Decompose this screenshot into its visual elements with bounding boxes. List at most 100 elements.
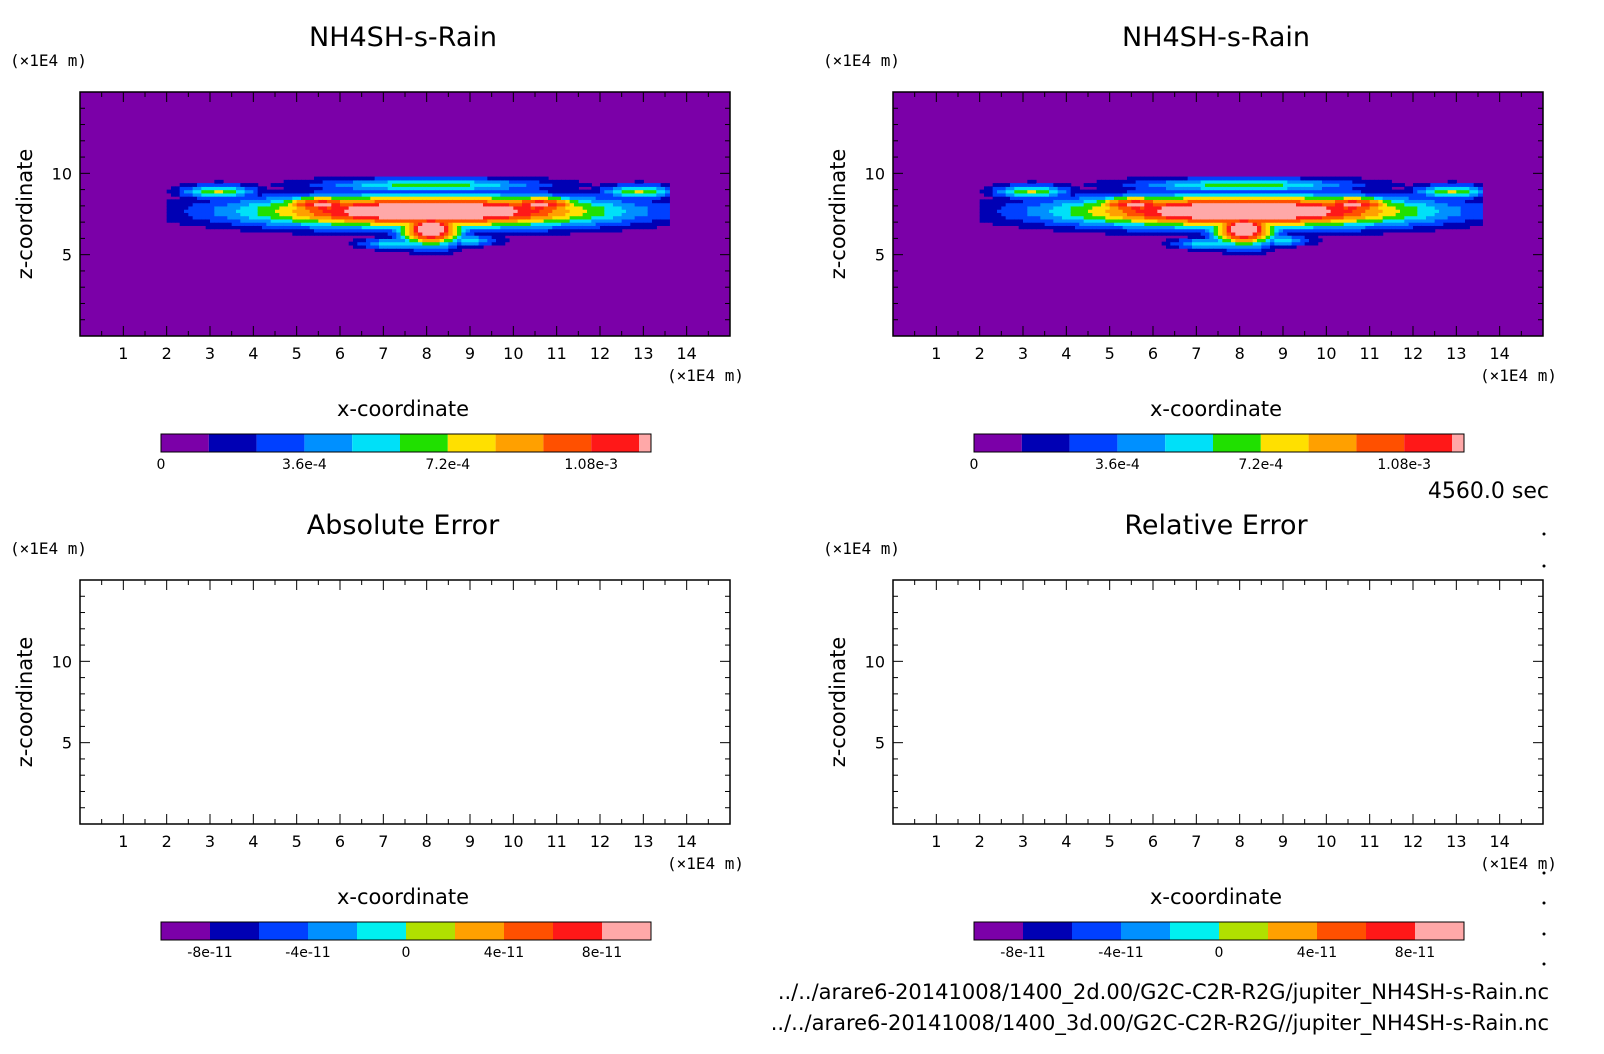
heatmap-cell [587, 228, 592, 233]
heatmap-cell [634, 212, 640, 217]
heatmap-cell [652, 196, 657, 200]
heatmap-cell [357, 192, 363, 197]
heatmap-cell [600, 196, 605, 200]
heatmap-cell [439, 205, 445, 210]
heatmap-cell [1235, 225, 1241, 230]
heatmap-cell [1248, 205, 1254, 210]
heatmap-cell [595, 212, 601, 217]
heatmap-cell [1391, 192, 1397, 197]
heatmap-cell [1196, 222, 1202, 226]
heatmap-cell [1382, 215, 1388, 220]
heatmap-cell [548, 196, 553, 200]
heatmap-cell [626, 202, 631, 207]
x-unit-label: (×1E4 m) [1480, 366, 1557, 385]
heatmap-cell [1413, 222, 1418, 226]
heatmap-cell [1083, 225, 1089, 230]
heatmap-cell [1179, 212, 1184, 217]
colorbar-swatch [1121, 922, 1170, 940]
heatmap-cell [366, 183, 371, 187]
heatmap-cell [992, 183, 998, 187]
heatmap-cell [1261, 241, 1267, 246]
heatmap-cell [457, 215, 462, 220]
heatmap-cell [613, 186, 618, 191]
heatmap-cell [418, 225, 423, 230]
heatmap-cell [1231, 218, 1236, 223]
heatmap-cell [1122, 218, 1128, 223]
heatmap-cell [1192, 228, 1197, 233]
heatmap-cell [1309, 231, 1314, 236]
heatmap-cell [1131, 199, 1137, 204]
heatmap-cell [1296, 218, 1301, 223]
heatmap-cell [1252, 209, 1258, 213]
heatmap-cell [405, 196, 410, 200]
heatmap-cell [1252, 241, 1258, 246]
heatmap-cell [1148, 202, 1154, 207]
heatmap-cell [1430, 199, 1436, 204]
heatmap-cell [483, 202, 488, 207]
heatmap-cell [526, 228, 532, 233]
y-tick-label: 10 [52, 652, 72, 671]
heatmap-cell [387, 186, 393, 191]
heatmap-cell [1183, 179, 1189, 184]
heatmap-cell [240, 222, 246, 226]
panel-3: Absolute Error(×1E4 m)(×1E4 m)x-coordina… [10, 510, 744, 961]
heatmap-cell [1092, 228, 1098, 233]
heatmap-cell [1148, 205, 1154, 210]
heatmap-cell [582, 192, 588, 197]
heatmap-cell [997, 218, 1002, 223]
heatmap-cell [474, 231, 480, 236]
heatmap-cell [1244, 244, 1249, 249]
panel-2: NH4SH-s-Rain(×1E4 m)(×1E4 m)x-coordinate… [823, 22, 1557, 473]
heatmap-cell [556, 179, 562, 184]
heatmap-cell [1417, 199, 1423, 204]
heatmap-cell [1326, 218, 1332, 223]
heatmap-cell [634, 205, 640, 210]
heatmap-cell [1196, 248, 1202, 253]
heatmap-cell [1187, 205, 1193, 210]
heatmap-cell [543, 212, 549, 217]
heatmap-cell [396, 244, 402, 249]
heatmap-cell [1222, 251, 1228, 256]
heatmap-cell [249, 222, 254, 226]
heatmap-cell [1287, 202, 1293, 207]
heatmap-cell [1222, 248, 1228, 253]
heatmap-cell [240, 202, 246, 207]
heatmap-cell [205, 212, 211, 217]
heatmap-cell [305, 209, 311, 213]
heatmap-cell [548, 189, 553, 194]
heatmap-cell [422, 179, 428, 184]
heatmap-cell [1447, 209, 1453, 213]
heatmap-cell [327, 202, 332, 207]
heatmap-cell [639, 186, 644, 191]
heatmap-cell [426, 228, 432, 233]
heatmap-cell [1183, 199, 1189, 204]
heatmap-cell [1057, 228, 1063, 233]
heatmap-cell [370, 183, 376, 187]
heatmap-cell [634, 179, 640, 184]
heatmap-cell [1040, 215, 1046, 220]
heatmap-cell [1010, 209, 1015, 213]
heatmap-cell [1235, 238, 1241, 243]
heatmap-cell [1079, 209, 1085, 213]
heatmap-cell [1053, 189, 1059, 194]
heatmap-cell [1239, 212, 1245, 217]
heatmap-cell [509, 231, 514, 236]
heatmap-cell [1140, 183, 1145, 187]
heatmap-cell [1300, 222, 1306, 226]
heatmap-cell [548, 202, 553, 207]
heatmap-cell [1452, 179, 1457, 184]
colorbar-swatch [495, 434, 544, 452]
heatmap-cell [1183, 192, 1189, 197]
heatmap-cell [1443, 189, 1449, 194]
heatmap-cell [452, 238, 458, 243]
heatmap-cell [504, 179, 510, 184]
heatmap-cell [353, 176, 358, 181]
heatmap-cell [448, 228, 454, 233]
heatmap-cell [192, 192, 198, 197]
heatmap-cell [1218, 238, 1223, 243]
heatmap-cell [1049, 205, 1054, 210]
heatmap-cell [1378, 212, 1384, 217]
heatmap-cell [465, 196, 471, 200]
heatmap-cell [1304, 202, 1310, 207]
heatmap-cell [491, 228, 497, 233]
